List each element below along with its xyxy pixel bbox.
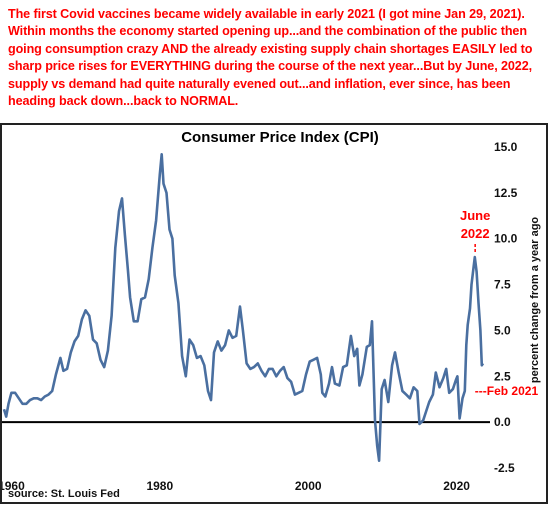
y-tick-label: 7.5 bbox=[494, 278, 511, 292]
y-tick-label: 0.0 bbox=[494, 415, 511, 429]
y-tick-label: 5.0 bbox=[494, 323, 511, 337]
source-note: source: St. Louis Fed bbox=[8, 488, 120, 500]
callout-june-2022-label: June bbox=[460, 208, 490, 223]
x-tick-label: 1980 bbox=[146, 479, 173, 493]
chart-frame: Consumer Price Index (CPI) 1960 1980 2000 2… bbox=[0, 123, 548, 504]
cpi-line-chart: Consumer Price Index (CPI) 1960 1980 2000 2… bbox=[2, 129, 541, 493]
y-axis-label: percent change from a year ago bbox=[529, 217, 541, 384]
y-tick-label: -2.5 bbox=[494, 461, 515, 475]
series-line-cpi bbox=[2, 153, 485, 462]
callout-june-2022-label: 2022 bbox=[461, 226, 490, 241]
chart-title: Consumer Price Index (CPI) bbox=[181, 129, 379, 146]
y-tick-label: 10.0 bbox=[494, 232, 518, 246]
callout-feb-2021-label: ---Feb 2021 bbox=[475, 384, 539, 398]
y-tick-label: 2.5 bbox=[494, 369, 511, 383]
x-tick-label: 1960 bbox=[2, 479, 25, 493]
x-tick-label: 2000 bbox=[295, 479, 322, 493]
y-tick-label: 15.0 bbox=[494, 140, 518, 154]
x-tick-label: 2020 bbox=[443, 479, 470, 493]
annotation-text: The first Covid vaccines became widely a… bbox=[8, 7, 533, 109]
y-tick-label: 12.5 bbox=[494, 186, 518, 200]
